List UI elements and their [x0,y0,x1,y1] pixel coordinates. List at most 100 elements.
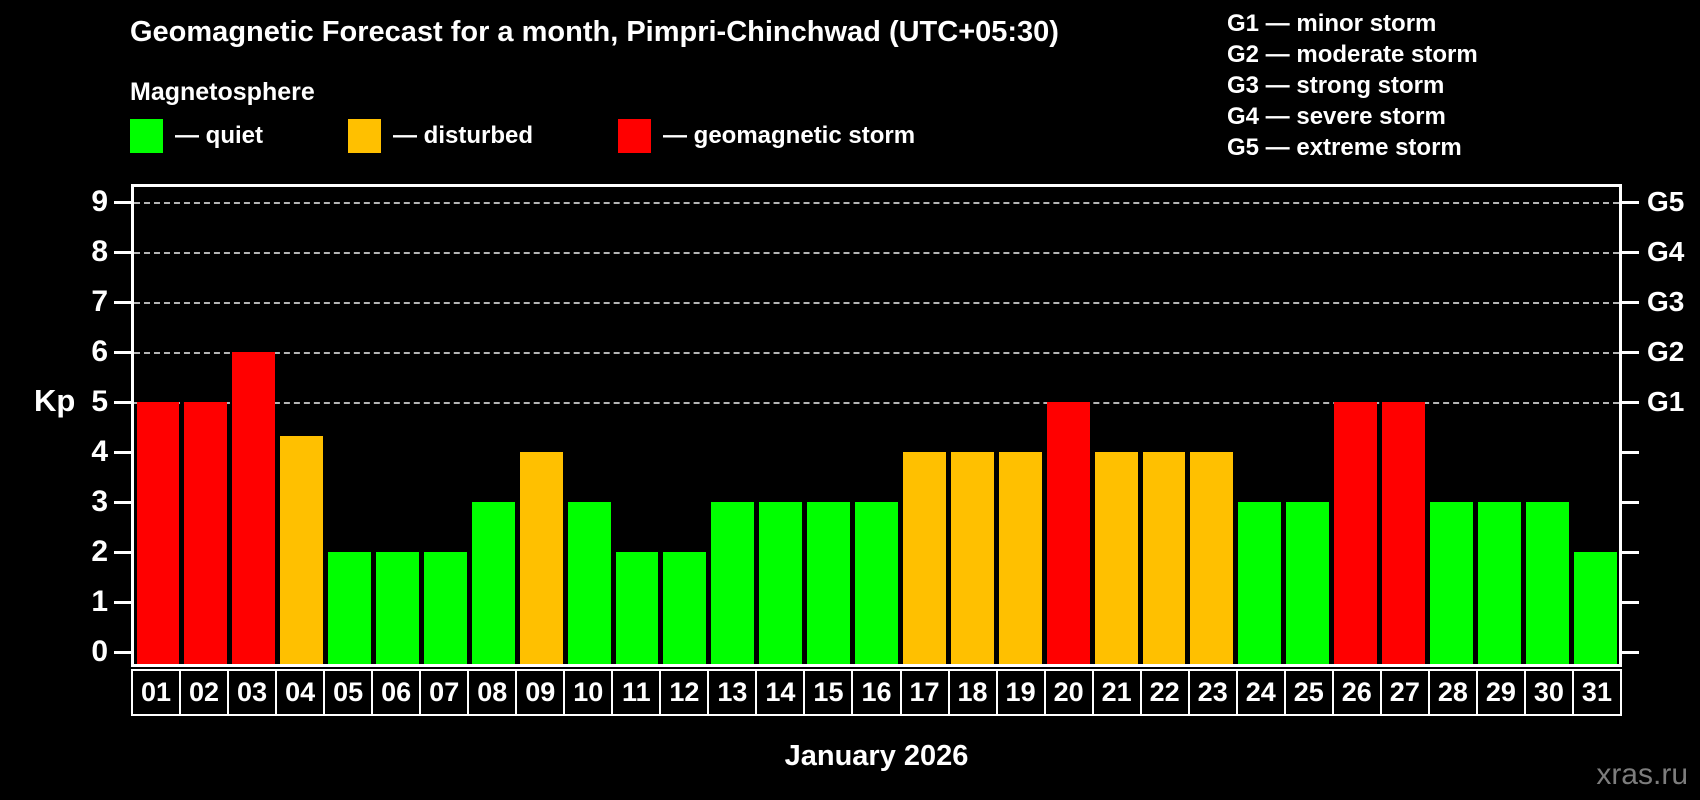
kp-bar [376,552,419,664]
day-label-cell: 01 [131,669,182,716]
bar-column-day-07 [421,187,469,664]
y-tick-right [1622,451,1639,454]
day-label-cell: 07 [419,669,470,716]
day-label-cell: 25 [1283,669,1334,716]
y-tick-left [114,651,131,654]
y-tick-right [1622,551,1639,554]
y-tick-right [1622,251,1639,254]
day-label-cell: 12 [659,669,710,716]
g-legend-line: G1 — minor storm [1227,10,1437,37]
y-tick-label: 8 [91,235,108,268]
kp-bar [855,502,898,664]
right-axis-label-g3: G3 [1647,286,1685,317]
bar-column-day-25 [1284,187,1332,664]
day-label-cell: 17 [899,669,950,716]
kp-bar [519,452,563,664]
legend-item-storm: — geomagnetic storm [618,118,915,154]
kp-bar [1382,402,1425,664]
day-label-cell: 08 [467,669,518,716]
kp-bar [903,452,946,664]
day-label-cell: 27 [1379,669,1430,716]
bars-container [134,187,1619,664]
day-label-cell: 28 [1427,669,1478,716]
bar-column-day-11 [613,187,661,664]
kp-bar [280,435,324,664]
bar-column-day-12 [661,187,709,664]
y-tick-left [114,401,131,404]
bar-column-day-05 [326,187,374,664]
day-label-cell: 15 [803,669,854,716]
day-label-cell: 20 [1043,669,1094,716]
bar-column-day-22 [1140,187,1188,664]
bar-column-day-15 [805,187,853,664]
gridline-kp9 [134,202,1619,204]
y-tick-label: 0 [91,635,108,668]
storm-color-swatch [618,119,651,153]
kp-bar [1238,502,1282,664]
kp-bar [423,552,467,664]
x-axis-title: January 2026 [784,740,969,772]
y-tick-left [114,251,131,254]
day-label-cell: 09 [515,669,566,716]
kp-bar [1429,502,1473,664]
bar-column-day-26 [1332,187,1380,664]
bar-column-day-02 [182,187,230,664]
g-scale-legend: G1 — minor storm G2 — moderate storm G3 — … [1227,8,1478,163]
y-tick-right [1622,401,1639,404]
day-label-cell: 16 [851,669,902,716]
kp-bar [184,402,228,664]
day-label-cell: 05 [323,669,374,716]
y-tick-label: 9 [91,185,108,218]
chart-subtitle: Magnetosphere [130,78,315,106]
y-tick-left [114,451,131,454]
kp-bar [1190,452,1234,664]
bar-column-day-10 [565,187,613,664]
bar-column-day-17 [901,187,949,664]
kp-bar [471,502,515,664]
right-axis-label-g5: G5 [1647,186,1685,217]
day-label-cell: 11 [611,669,662,716]
kp-bar [1334,402,1378,664]
disturbed-color-swatch [348,119,381,153]
day-label-cell: 06 [371,669,422,716]
plot-area [131,184,1622,667]
bar-column-day-08 [469,187,517,664]
gridline-kp6 [134,352,1619,354]
day-label-cell: 21 [1091,669,1142,716]
y-tick-label: 6 [91,335,108,368]
day-label-cell: 29 [1475,669,1526,716]
day-label-cell: 23 [1187,669,1238,716]
y-tick-left [114,351,131,354]
y-tick-left [114,601,131,604]
gridline-kp7 [134,302,1619,304]
bar-column-day-30 [1523,187,1571,664]
bar-column-day-16 [853,187,901,664]
bar-column-day-23 [1188,187,1236,664]
y-tick-label: 7 [91,285,108,318]
y-tick-right [1622,601,1639,604]
day-label-cell: 04 [275,669,326,716]
g-legend-line: G5 — extreme storm [1227,134,1462,161]
kp-bar [567,502,611,664]
bar-column-day-01 [134,187,182,664]
y-tick-left [114,551,131,554]
g-legend-line: G2 — moderate storm [1227,41,1478,68]
legend-item-quiet: — quiet [130,118,263,154]
bar-column-day-29 [1475,187,1523,664]
gridline-kp5 [134,402,1619,404]
day-label-cell: 22 [1139,669,1190,716]
bar-column-day-27 [1380,187,1428,664]
g-legend-line: G3 — strong storm [1227,72,1445,99]
g-legend-line: G4 — severe storm [1227,103,1446,130]
day-label-cell: 14 [755,669,806,716]
bar-column-day-06 [374,187,422,664]
day-label-cell: 19 [995,669,1046,716]
kp-bar [136,402,180,664]
day-label-cell: 13 [707,669,758,716]
legend-item-disturbed: — disturbed [348,118,533,154]
y-tick-label: 2 [91,535,108,568]
day-label-cell: 02 [179,669,230,716]
kp-bar [1142,452,1186,664]
kp-bar [950,452,994,664]
